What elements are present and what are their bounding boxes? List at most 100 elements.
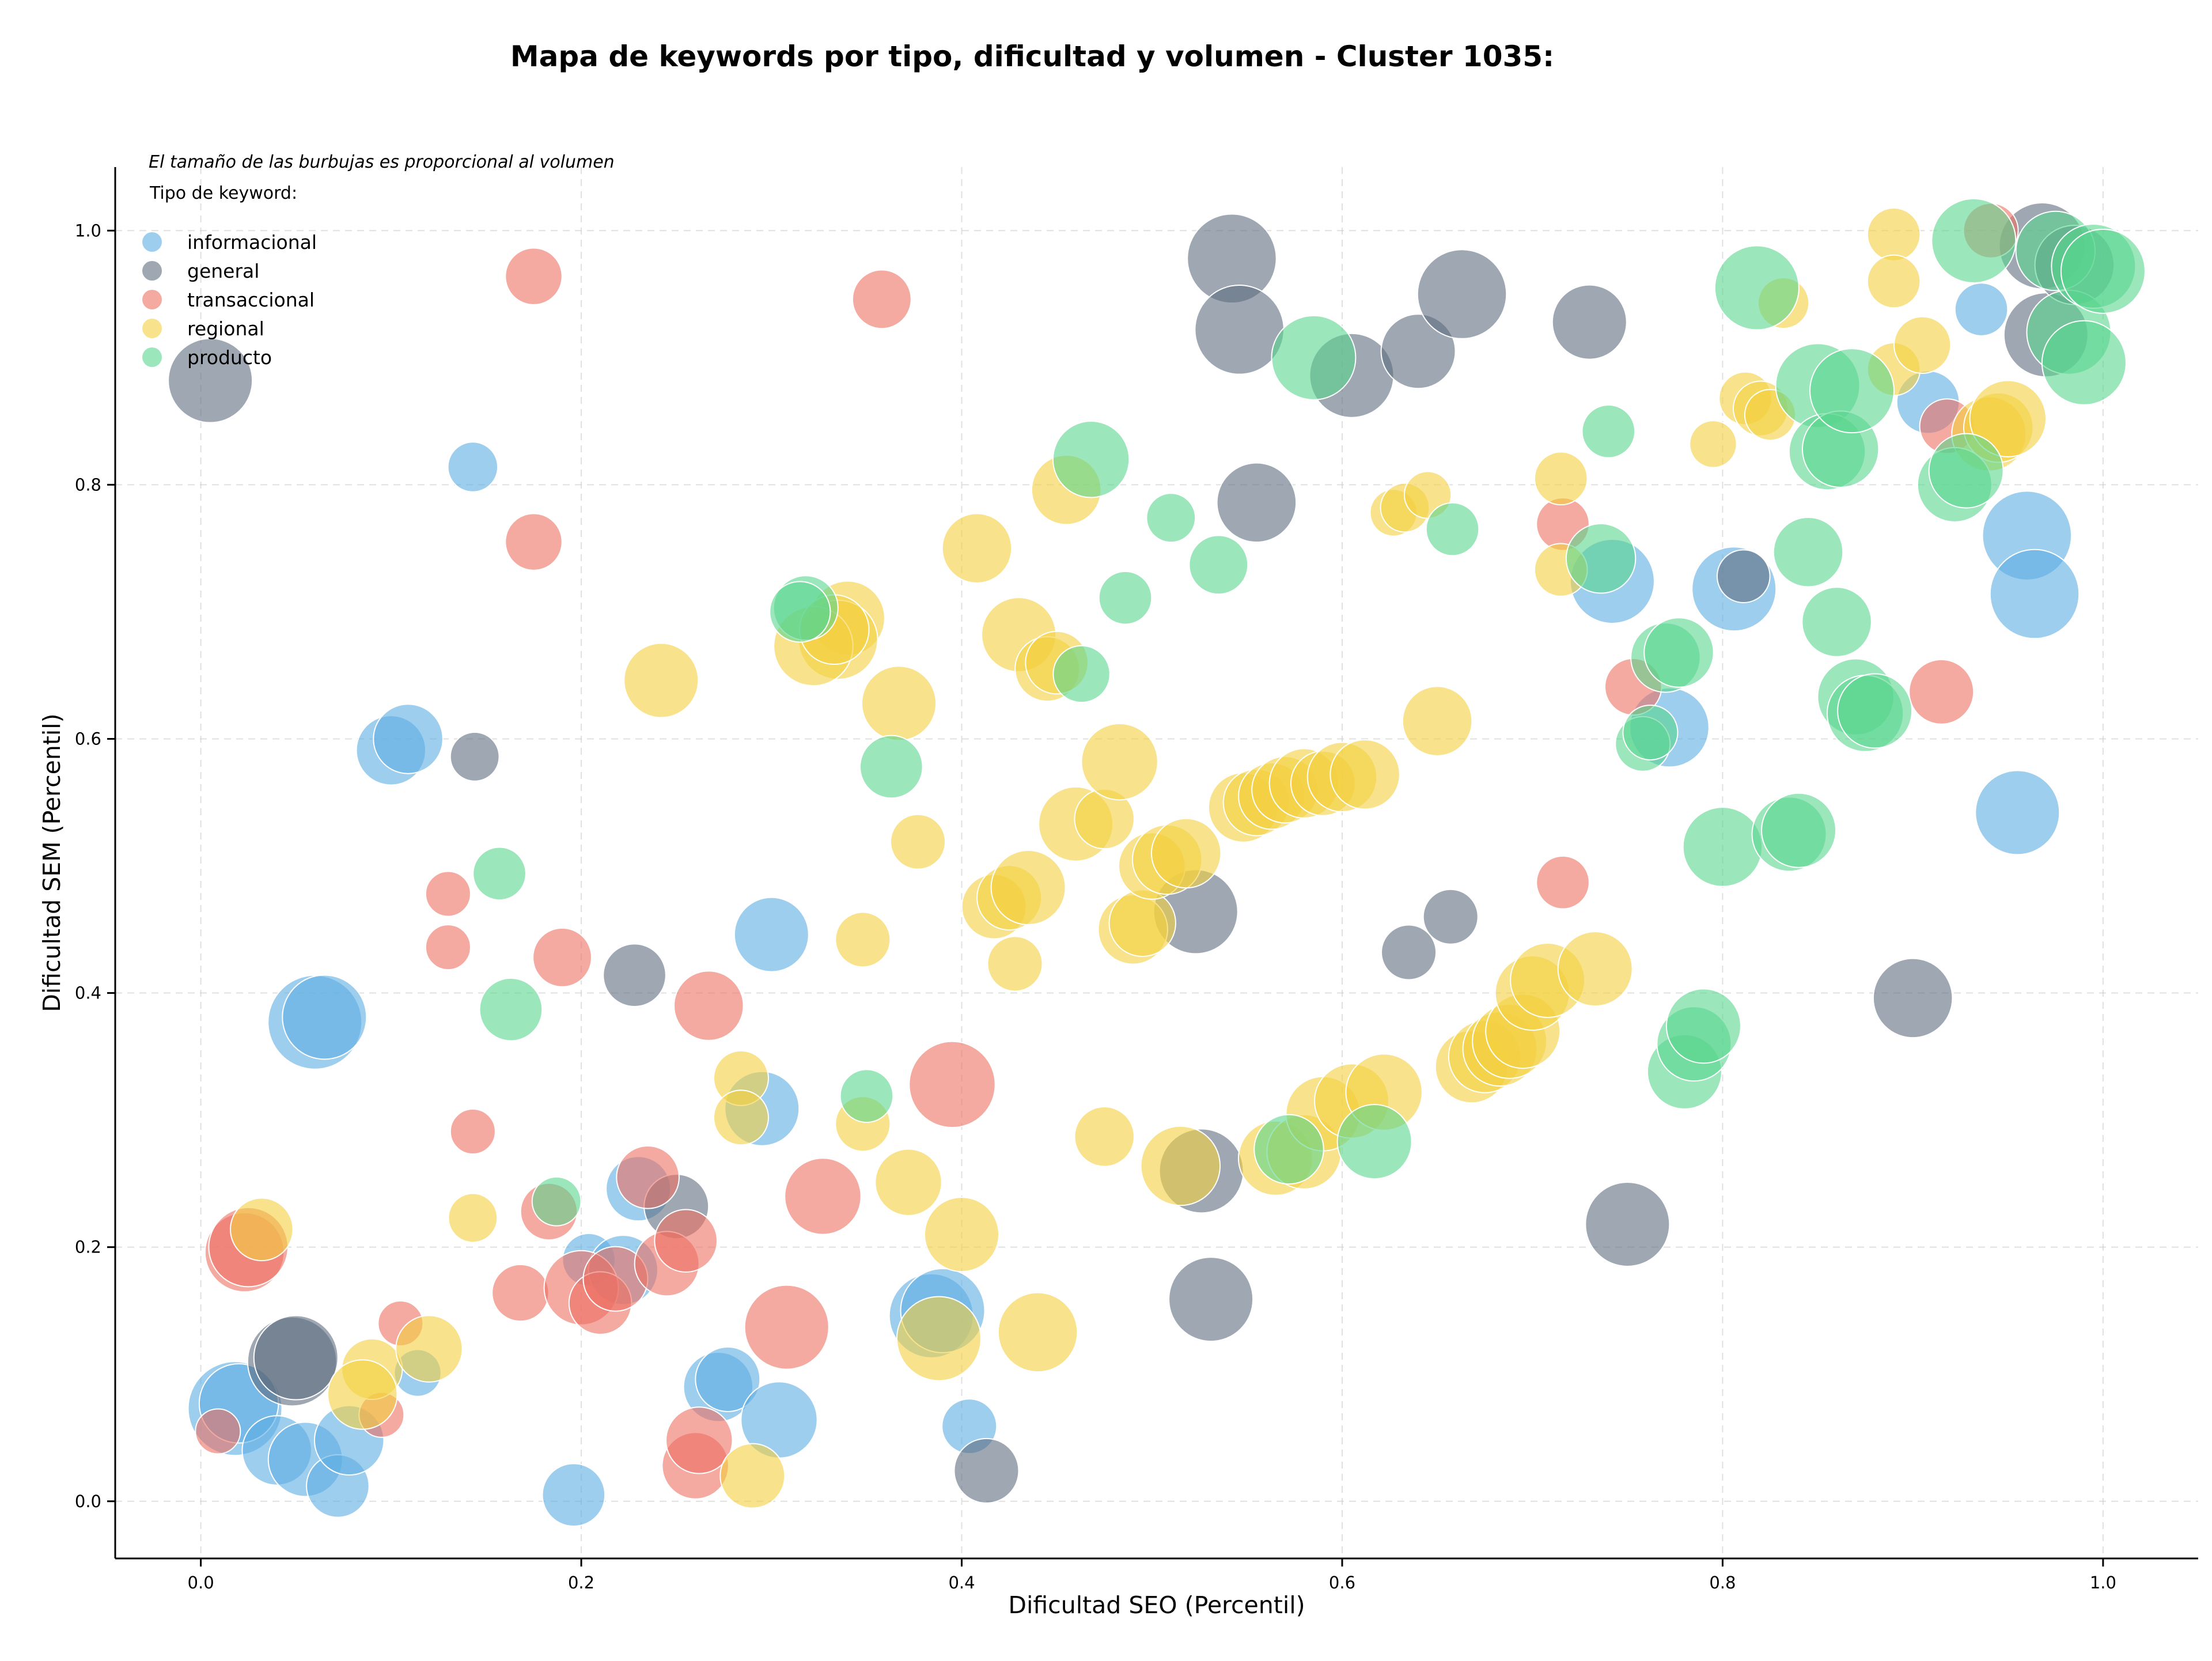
bubble-producto-4 bbox=[769, 581, 831, 643]
bubble-producto-0 bbox=[472, 846, 527, 901]
bubble-transaccional-0 bbox=[505, 247, 563, 305]
bubble-producto-12 bbox=[1253, 1114, 1324, 1185]
bubble-transaccional-18 bbox=[744, 1284, 830, 1370]
bubble-producto-37 bbox=[1837, 673, 1913, 749]
bubble-producto-2 bbox=[531, 1176, 582, 1227]
bubble-informacional-28 bbox=[1954, 282, 2009, 336]
bubble-regional-38 bbox=[1150, 818, 1222, 889]
bubble-regional-64 bbox=[1533, 451, 1588, 506]
bubble-producto-11 bbox=[1188, 535, 1249, 595]
bubble-informacional-30 bbox=[1989, 548, 2080, 640]
bubble-regional-72 bbox=[1866, 207, 1921, 262]
bubble-regional-13 bbox=[924, 1197, 1000, 1273]
bubble-general-17 bbox=[1422, 888, 1479, 945]
legend-marker-regional bbox=[142, 319, 162, 338]
bubble-general-6 bbox=[953, 1437, 1020, 1504]
bubble-producto-24 bbox=[1665, 988, 1741, 1064]
bubble-transaccional-3 bbox=[425, 871, 471, 917]
legend-marker-general bbox=[142, 261, 162, 281]
bubble-regional-19 bbox=[861, 665, 937, 741]
y-tick-label-2: 0.4 bbox=[75, 983, 101, 1003]
y-tick-label-1: 0.2 bbox=[75, 1238, 101, 1257]
bubble-producto-30 bbox=[1801, 587, 1872, 657]
legend-label-producto: producto bbox=[187, 346, 272, 369]
bubble-regional-67 bbox=[1689, 420, 1737, 468]
bubble-producto-6 bbox=[859, 735, 923, 799]
bubble-general-3 bbox=[253, 1315, 339, 1401]
bubble-producto-45 bbox=[2060, 228, 2146, 314]
bubble-producto-34 bbox=[1809, 348, 1895, 434]
x-tick-label-5: 1.0 bbox=[2090, 1573, 2116, 1592]
x-tick-label-3: 0.6 bbox=[1329, 1573, 1355, 1592]
bubble-transaccional-8 bbox=[491, 1263, 550, 1322]
bubble-regional-47 bbox=[1330, 739, 1400, 810]
bubble-informacional-19 bbox=[733, 896, 809, 973]
bubble-transaccional-20 bbox=[908, 1041, 996, 1129]
bubble-regional-8 bbox=[719, 1443, 786, 1509]
x-axis-ticks: 0.0 0.2 0.4 0.6 0.8 1.0 bbox=[188, 1558, 2116, 1592]
legend-label-transaccional: transaccional bbox=[187, 289, 315, 311]
bubble-general-0 bbox=[168, 338, 253, 423]
bubble-transaccional-15 bbox=[673, 970, 744, 1041]
y-tick-label-5: 1.0 bbox=[75, 221, 101, 240]
bubble-transaccional-4 bbox=[425, 924, 471, 971]
bubble-regional-12 bbox=[890, 814, 946, 870]
bubble-producto-9 bbox=[1098, 570, 1153, 625]
bubble-general-11 bbox=[1194, 285, 1285, 375]
bubble-producto-43 bbox=[2041, 320, 2127, 406]
legend-title: Tipo de keyword: bbox=[149, 183, 297, 203]
bubble-transaccional-5 bbox=[532, 927, 592, 987]
bubble-regional-3 bbox=[395, 1315, 463, 1383]
y-tick-label-0: 0.0 bbox=[75, 1492, 101, 1511]
bubble-regional-75 bbox=[1893, 316, 1952, 374]
bubble-transaccional-14 bbox=[654, 1209, 718, 1273]
y-tick-label-4: 0.8 bbox=[75, 475, 101, 494]
bubble-regional-20 bbox=[941, 513, 1013, 584]
bubble-transaccional-29 bbox=[1908, 659, 1975, 725]
bubble-transaccional-25 bbox=[195, 1408, 241, 1455]
bubble-transaccional-17 bbox=[665, 1406, 733, 1474]
legend-label-regional: regional bbox=[187, 317, 264, 340]
bubble-informacional-2 bbox=[373, 703, 444, 774]
bubble-transaccional-1 bbox=[851, 269, 912, 330]
bubble-regional-78 bbox=[1969, 380, 2047, 457]
bubble-general-19 bbox=[1585, 1181, 1671, 1267]
bubble-producto-17 bbox=[1581, 404, 1636, 459]
bubble-producto-28 bbox=[1761, 792, 1837, 868]
bubble-transaccional-12 bbox=[616, 1145, 680, 1209]
bubble-regional-14 bbox=[896, 1296, 982, 1382]
bubble-informacional-12 bbox=[541, 1463, 606, 1527]
bubble-transaccional-27 bbox=[1536, 855, 1590, 910]
chart-title: Mapa de keywords por tipo, dificultad y … bbox=[510, 40, 1554, 73]
legend-label-informacional: informacional bbox=[187, 231, 317, 253]
legend-label-general: general bbox=[187, 260, 259, 282]
bubble-producto-39 bbox=[1928, 433, 2004, 509]
bubble-regional-35 bbox=[1108, 889, 1176, 957]
x-tick-label-2: 0.4 bbox=[948, 1573, 975, 1592]
bubble-producto-7 bbox=[1052, 645, 1111, 703]
bubble-general-18 bbox=[1551, 284, 1627, 360]
bubble-regional-4 bbox=[448, 1193, 498, 1243]
bubble-regional-27 bbox=[987, 936, 1043, 992]
bubble-regional-66 bbox=[1557, 931, 1633, 1007]
bubble-general-16 bbox=[1381, 924, 1437, 981]
bubble-informacional-31 bbox=[1975, 770, 2061, 856]
bubble-regional-33 bbox=[1074, 1106, 1135, 1167]
bubble-producto-5 bbox=[839, 1069, 894, 1123]
bubble-regional-0 bbox=[229, 1197, 294, 1262]
bubble-general-12 bbox=[1216, 462, 1297, 543]
bubble-producto-29 bbox=[1772, 517, 1844, 588]
bubble-general-15 bbox=[1416, 249, 1508, 339]
bubble-general-21 bbox=[1872, 958, 1953, 1039]
bubble-producto-21 bbox=[1643, 617, 1714, 688]
bubble-regional-32 bbox=[1081, 722, 1158, 801]
bubble-producto-14 bbox=[1336, 1104, 1412, 1180]
bubble-regional-7 bbox=[713, 1089, 769, 1146]
bubble-producto-8 bbox=[1052, 421, 1130, 498]
bubble-producto-26 bbox=[1714, 245, 1800, 331]
bubble-regional-9 bbox=[835, 911, 891, 968]
y-tick-label-3: 0.6 bbox=[75, 729, 101, 748]
y-axis-label: Dificultad SEM (Percentil) bbox=[38, 713, 66, 1012]
bubble-informacional-0 bbox=[447, 441, 499, 493]
